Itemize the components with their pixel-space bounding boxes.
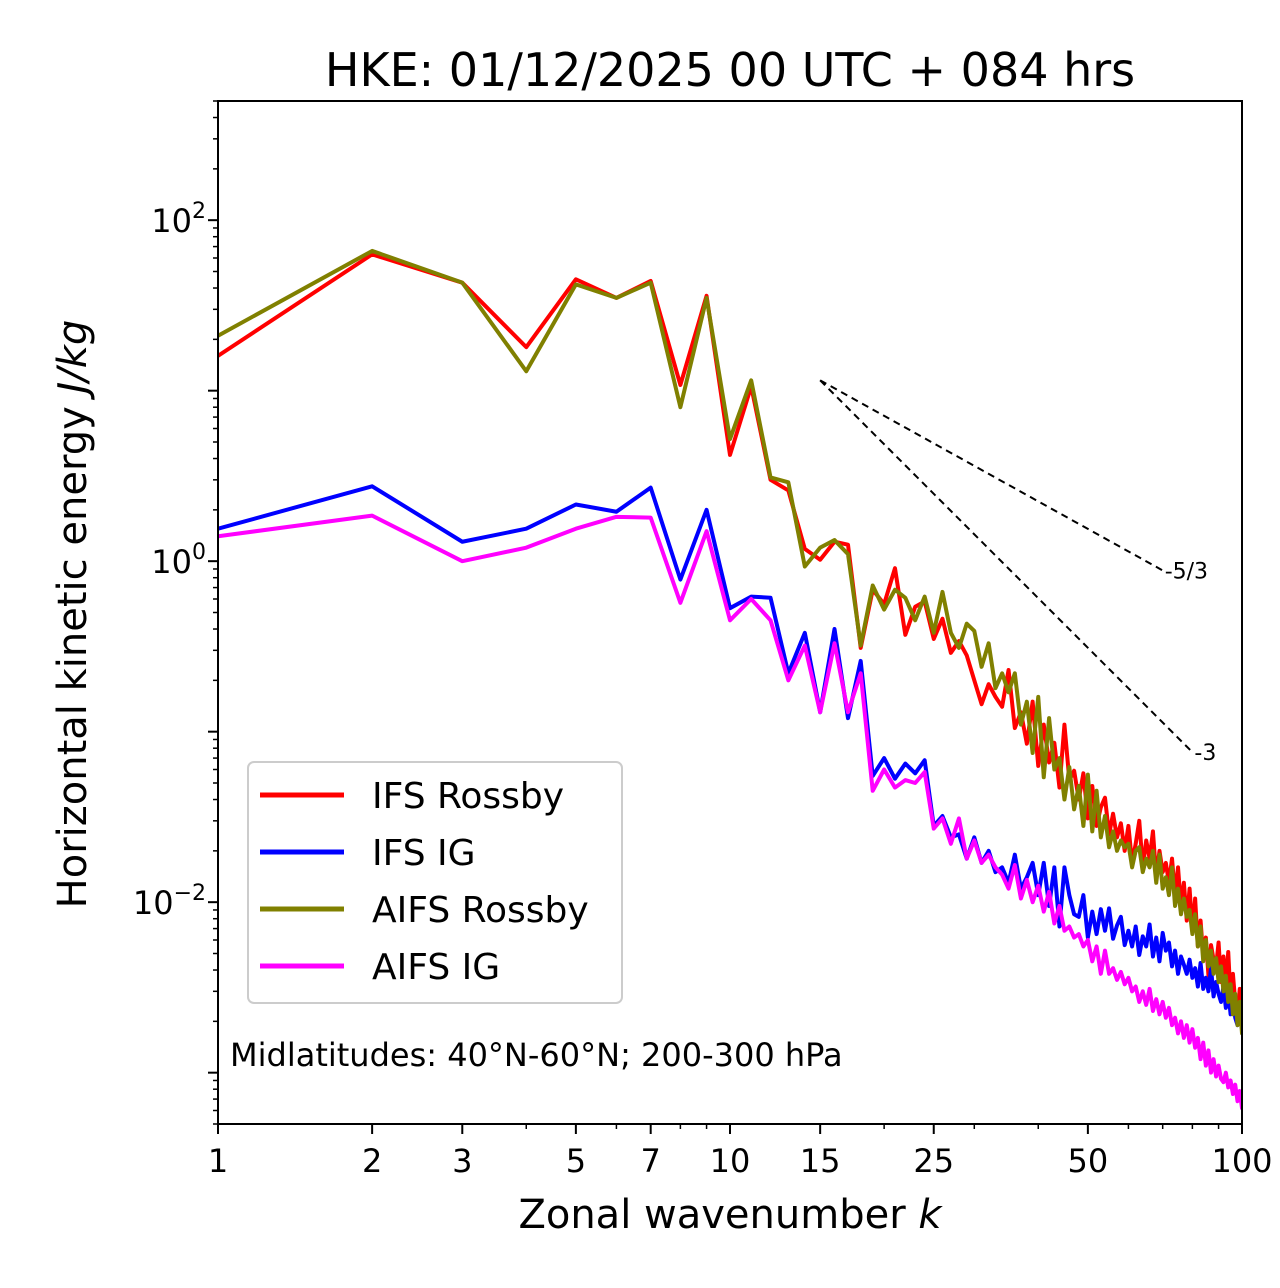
chart-title: HKE: 01/12/2025 00 UTC + 084 hrs — [325, 43, 1135, 97]
y-axis-label-text: Horizontal kinetic energy — [50, 406, 96, 908]
x-tick-label: 2 — [362, 1142, 382, 1180]
x-axis-label: Zonal wavenumber k — [518, 1192, 943, 1238]
legend-label-aifs-rossby: AIFS Rossby — [372, 890, 589, 931]
reference-slope-lines: -5/3 -3 — [819, 379, 1216, 766]
reference-line-minus-three — [819, 379, 1194, 753]
reference-line-minus-five-thirds — [819, 379, 1164, 572]
x-axis-label-var: k — [918, 1192, 943, 1238]
x-tick-label: 25 — [913, 1142, 954, 1180]
legend-label-ifs-rossby: IFS Rossby — [372, 776, 564, 817]
reference-line-label: -3 — [1194, 741, 1216, 766]
y-tick-label: 10−2 — [133, 881, 206, 922]
legend-box — [247, 761, 623, 1004]
x-tick-label: 100 — [1211, 1142, 1272, 1180]
reference-line-label: -5/3 — [1165, 559, 1208, 584]
x-tick-label: 1 — [208, 1142, 228, 1180]
x-axis-label-text: Zonal wavenumber — [518, 1192, 906, 1238]
y-axis-label-units: J/kg — [50, 320, 96, 401]
series-line-aifs-rossby — [218, 248, 1242, 1036]
y-tick-label: 102 — [151, 199, 206, 240]
legend-label-aifs-ig: AIFS IG — [372, 947, 500, 988]
x-tick-label: 5 — [566, 1142, 586, 1180]
legend: IFS Rossby IFS IG AIFS Rossby AIFS IG — [247, 761, 623, 1004]
legend-label-ifs-ig: IFS IG — [372, 833, 476, 874]
region-annotation: Midlatitudes: 40°N-60°N; 200-300 hPa — [230, 1036, 843, 1074]
x-tick-label: 3 — [452, 1142, 472, 1180]
y-tick-label: 100 — [151, 540, 206, 581]
series-line-aifs-ig — [218, 513, 1242, 1111]
y-axis-label: Horizontal kinetic energy J/kg — [50, 320, 96, 909]
x-tick-label: 7 — [641, 1142, 661, 1180]
x-tick-label: 15 — [800, 1142, 841, 1180]
series-layer — [218, 248, 1242, 1111]
axis-ticks: 1 2 3 5 7 10 15 25 50 100 102 100 10−2 — [133, 100, 1273, 1180]
x-tick-label: 50 — [1068, 1142, 1109, 1180]
x-tick-label: 10 — [710, 1142, 751, 1180]
